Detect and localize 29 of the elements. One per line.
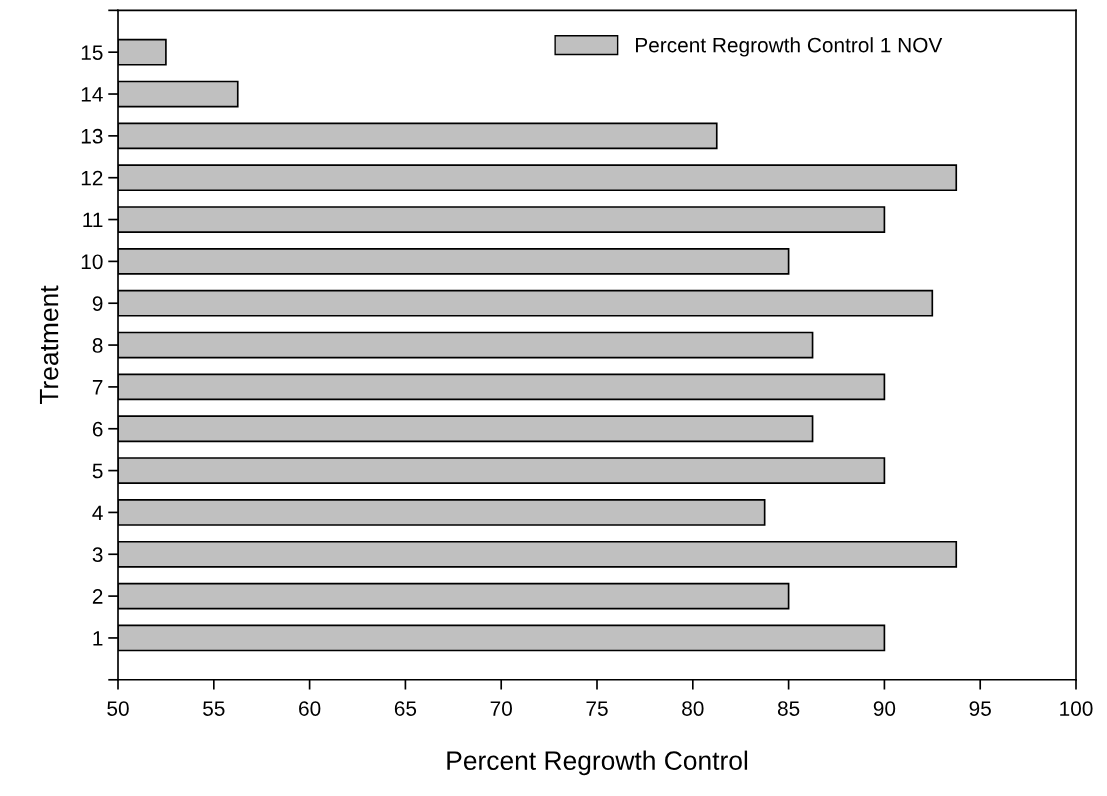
- y-tick-label: 9: [92, 296, 103, 311]
- x-tick-label: 95: [969, 701, 991, 716]
- y-tick-label: 13: [81, 128, 103, 144]
- y-tick-label: 4: [92, 505, 103, 520]
- y-tick-label: 15: [81, 45, 103, 60]
- y-tick-label: 1: [93, 631, 103, 646]
- x-tick-label: 50: [107, 701, 129, 716]
- y-tick-label: 12: [81, 170, 103, 186]
- y-tick-label: 5: [92, 463, 103, 479]
- x-axis-title: Percent Regrowth Control: [447, 750, 748, 776]
- y-tick-label: 7: [92, 380, 103, 395]
- y-tick-label: 6: [92, 421, 103, 437]
- x-tick-label: 55: [203, 701, 225, 716]
- x-tick-label: 90: [873, 701, 896, 716]
- legend-label: Percent Regrowth Control 1 NOV: [636, 37, 943, 57]
- y-tick-label: 11: [83, 212, 103, 228]
- x-tick-label: 75: [586, 701, 608, 716]
- x-tick-label: 80: [682, 701, 704, 716]
- x-tick-label: 60: [299, 701, 321, 716]
- y-axis-title: Treatment: [39, 285, 59, 405]
- y-tick-label: 10: [81, 254, 103, 270]
- y-tick-label: 2: [92, 589, 103, 604]
- x-tick-label: 65: [394, 701, 417, 716]
- y-tick-label: 14: [81, 87, 103, 102]
- y-tick-label: 3: [92, 547, 103, 563]
- x-tick-label: 85: [777, 701, 800, 716]
- x-tick-label: 70: [490, 701, 512, 716]
- x-tick-label: 100: [1060, 701, 1093, 716]
- y-tick-label: 8: [92, 338, 103, 353]
